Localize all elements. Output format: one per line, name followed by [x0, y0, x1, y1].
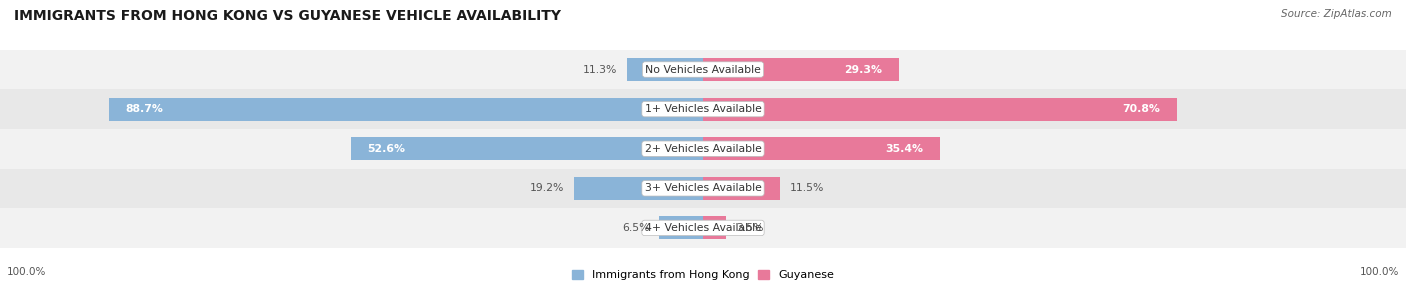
Text: 2+ Vehicles Available: 2+ Vehicles Available	[644, 144, 762, 154]
Bar	[0, 168, 1406, 208]
Bar	[703, 98, 1177, 121]
Text: Source: ZipAtlas.com: Source: ZipAtlas.com	[1281, 9, 1392, 19]
Text: 11.3%: 11.3%	[583, 65, 617, 75]
Text: 29.3%: 29.3%	[845, 65, 883, 75]
Bar	[575, 177, 703, 200]
Text: 11.5%: 11.5%	[790, 183, 824, 193]
Text: 88.7%: 88.7%	[127, 104, 163, 114]
Bar	[703, 137, 941, 160]
Bar	[110, 98, 703, 121]
Text: IMMIGRANTS FROM HONG KONG VS GUYANESE VEHICLE AVAILABILITY: IMMIGRANTS FROM HONG KONG VS GUYANESE VE…	[14, 9, 561, 23]
Text: No Vehicles Available: No Vehicles Available	[645, 65, 761, 75]
Bar	[703, 177, 780, 200]
Bar	[627, 58, 703, 81]
Bar	[0, 50, 1406, 89]
Text: 52.6%: 52.6%	[367, 144, 405, 154]
Text: 3.5%: 3.5%	[737, 223, 763, 233]
Bar	[703, 217, 727, 239]
Bar	[352, 137, 703, 160]
Text: 19.2%: 19.2%	[530, 183, 564, 193]
Text: 4+ Vehicles Available: 4+ Vehicles Available	[644, 223, 762, 233]
Text: 1+ Vehicles Available: 1+ Vehicles Available	[644, 104, 762, 114]
Bar	[0, 129, 1406, 168]
Bar	[0, 208, 1406, 248]
Text: 35.4%: 35.4%	[886, 144, 924, 154]
Bar	[703, 58, 900, 81]
Text: 70.8%: 70.8%	[1122, 104, 1160, 114]
Bar	[0, 89, 1406, 129]
Text: 6.5%: 6.5%	[621, 223, 650, 233]
Text: 100.0%: 100.0%	[1360, 267, 1399, 277]
Legend: Immigrants from Hong Kong, Guyanese: Immigrants from Hong Kong, Guyanese	[572, 270, 834, 281]
Bar	[659, 217, 703, 239]
Text: 3+ Vehicles Available: 3+ Vehicles Available	[644, 183, 762, 193]
Text: 100.0%: 100.0%	[7, 267, 46, 277]
